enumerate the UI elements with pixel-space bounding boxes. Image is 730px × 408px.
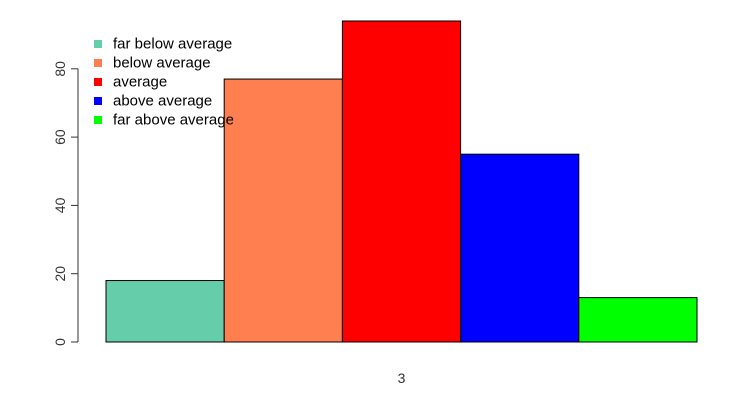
x-axis: 3	[398, 370, 406, 386]
y-tick-label: 20	[52, 266, 68, 282]
legend-swatch	[94, 40, 102, 48]
legend-label: far below average	[113, 36, 232, 53]
bar-far-above-average	[578, 297, 698, 343]
y-axis: 0 20 40 60 80	[52, 61, 79, 346]
legend-label: average	[113, 74, 167, 91]
bar-below-average	[223, 78, 343, 343]
bar-average	[341, 20, 462, 343]
bar-above-average	[460, 153, 580, 343]
y-tick-label: 80	[52, 61, 68, 77]
y-tick-label: 40	[52, 197, 68, 213]
y-tick-label: 0	[52, 338, 68, 346]
legend-label: above average	[113, 93, 212, 110]
legend-swatch	[94, 59, 102, 67]
legend-label: far above average	[113, 112, 234, 129]
legend-label: below average	[113, 55, 211, 72]
x-category-label: 3	[398, 370, 406, 386]
bars	[105, 20, 698, 343]
y-tick-label: 60	[52, 129, 68, 145]
legend-swatch	[94, 78, 102, 86]
legend-swatch	[94, 97, 102, 105]
legend-swatch	[94, 116, 102, 124]
legend: far below average below average average abo…	[94, 36, 234, 129]
bar-far-below-average	[105, 280, 225, 343]
